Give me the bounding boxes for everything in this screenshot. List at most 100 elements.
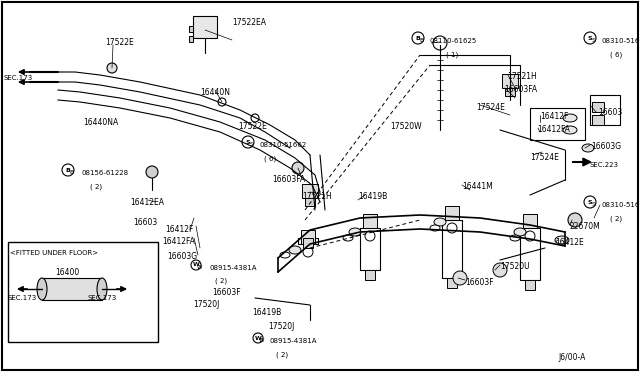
- Text: SEC.173: SEC.173: [3, 75, 32, 81]
- Text: 17522E: 17522E: [238, 122, 267, 131]
- Bar: [520, 228, 540, 280]
- Bar: [592, 115, 604, 125]
- Text: 16603FA: 16603FA: [504, 85, 537, 94]
- Text: 16412EA: 16412EA: [130, 198, 164, 207]
- Text: 17522E: 17522E: [105, 38, 134, 47]
- Text: ( 2): ( 2): [610, 215, 622, 221]
- Text: 16419B: 16419B: [358, 192, 387, 201]
- Text: 22670M: 22670M: [570, 222, 601, 231]
- Bar: [442, 220, 462, 278]
- Text: 08110-61625: 08110-61625: [430, 38, 477, 44]
- Text: B: B: [70, 170, 74, 175]
- Text: 16603: 16603: [133, 218, 157, 227]
- Text: S: S: [592, 202, 596, 207]
- Bar: [42, 278, 102, 300]
- Text: 16440NA: 16440NA: [83, 118, 118, 127]
- Text: ( 1): ( 1): [446, 51, 458, 58]
- Text: 17521H: 17521H: [302, 192, 332, 201]
- Circle shape: [146, 166, 158, 178]
- Bar: [447, 278, 457, 288]
- Text: 16419B: 16419B: [252, 308, 281, 317]
- Text: 17520J: 17520J: [268, 322, 294, 331]
- Text: 16441M: 16441M: [462, 182, 493, 191]
- Text: W: W: [255, 336, 261, 340]
- Circle shape: [191, 260, 201, 270]
- Text: ( 6): ( 6): [610, 51, 622, 58]
- Text: 16412FA: 16412FA: [537, 125, 570, 134]
- Text: S: S: [592, 38, 596, 43]
- Circle shape: [447, 223, 457, 233]
- Circle shape: [253, 333, 263, 343]
- Circle shape: [107, 63, 117, 73]
- Circle shape: [453, 271, 467, 285]
- Text: 08310-51662: 08310-51662: [602, 202, 640, 208]
- Bar: [193, 16, 217, 38]
- Bar: [592, 102, 604, 112]
- Ellipse shape: [37, 278, 47, 300]
- Text: 16603FA: 16603FA: [272, 175, 305, 184]
- Text: W: W: [193, 263, 200, 267]
- Text: 08310-51662: 08310-51662: [602, 38, 640, 44]
- Ellipse shape: [280, 252, 290, 258]
- Circle shape: [365, 231, 375, 241]
- Text: 16603F: 16603F: [465, 278, 493, 287]
- Circle shape: [525, 231, 535, 241]
- Text: <FITTED UNDER FLOOR>: <FITTED UNDER FLOOR>: [10, 250, 98, 256]
- Text: 17520U: 17520U: [500, 262, 530, 271]
- Text: J6/00-A: J6/00-A: [558, 353, 586, 362]
- Text: W: W: [259, 338, 265, 343]
- Ellipse shape: [289, 246, 301, 254]
- Text: SEC.173: SEC.173: [88, 295, 117, 301]
- Text: 16412E: 16412E: [555, 238, 584, 247]
- Text: SEC.173: SEC.173: [8, 295, 37, 301]
- Bar: [365, 270, 375, 280]
- Circle shape: [433, 36, 447, 50]
- Text: 16412F: 16412F: [540, 112, 568, 121]
- Text: 16603G: 16603G: [167, 252, 197, 261]
- Text: 08156-61228: 08156-61228: [82, 170, 129, 176]
- Text: 17521H: 17521H: [507, 72, 537, 81]
- Text: 08915-4381A: 08915-4381A: [270, 338, 317, 344]
- Ellipse shape: [563, 126, 577, 134]
- Circle shape: [412, 32, 424, 44]
- Circle shape: [242, 136, 254, 148]
- Bar: [301, 230, 315, 244]
- Text: ( 6): ( 6): [264, 155, 276, 161]
- Text: 16400: 16400: [55, 268, 79, 277]
- Ellipse shape: [343, 235, 353, 241]
- Text: 16603G: 16603G: [591, 142, 621, 151]
- Text: ( 2): ( 2): [90, 183, 102, 189]
- Text: 16603F: 16603F: [212, 288, 241, 297]
- Text: 08310-51662: 08310-51662: [260, 142, 307, 148]
- Bar: [502, 74, 518, 88]
- Bar: [189, 36, 193, 42]
- Circle shape: [584, 196, 596, 208]
- Text: S: S: [588, 199, 592, 205]
- Circle shape: [493, 263, 507, 277]
- Bar: [505, 88, 515, 96]
- Ellipse shape: [349, 228, 361, 236]
- Text: ( 2): ( 2): [215, 278, 227, 285]
- Bar: [360, 228, 380, 270]
- Bar: [530, 108, 585, 140]
- Text: 16603: 16603: [598, 108, 622, 117]
- Text: 17520W: 17520W: [390, 122, 422, 131]
- Circle shape: [303, 247, 313, 257]
- Ellipse shape: [97, 278, 107, 300]
- Text: 16412FA: 16412FA: [162, 237, 195, 246]
- Bar: [8, 242, 158, 342]
- Bar: [189, 26, 193, 32]
- Text: 16440N: 16440N: [200, 88, 230, 97]
- Text: 16412F: 16412F: [165, 225, 193, 234]
- Text: ( 2): ( 2): [276, 352, 288, 359]
- Circle shape: [62, 164, 74, 176]
- Text: B: B: [420, 38, 424, 43]
- Ellipse shape: [510, 235, 520, 241]
- Ellipse shape: [555, 236, 569, 244]
- Text: 17522EA: 17522EA: [232, 18, 266, 27]
- Bar: [525, 280, 535, 290]
- Ellipse shape: [514, 228, 526, 236]
- Bar: [523, 214, 537, 228]
- Bar: [305, 198, 315, 206]
- Ellipse shape: [434, 218, 446, 226]
